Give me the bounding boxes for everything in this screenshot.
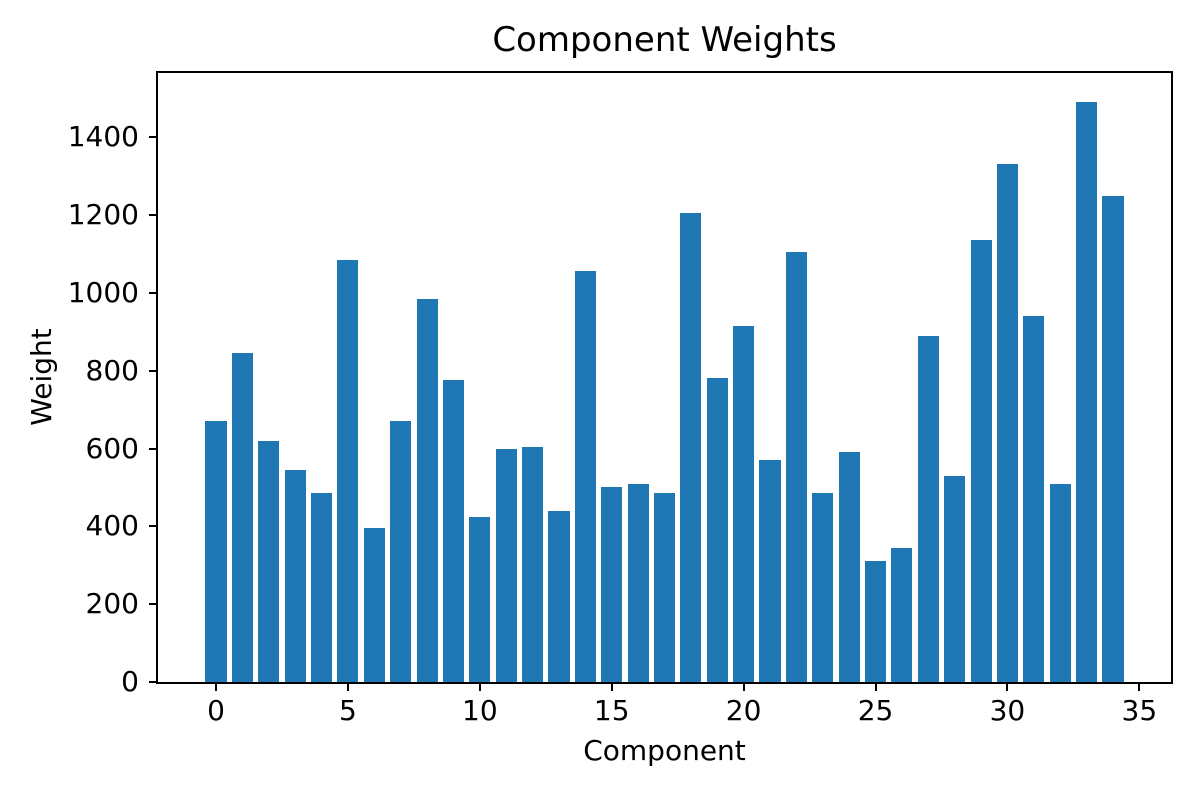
bar <box>205 421 227 682</box>
bar <box>944 475 966 682</box>
y-tick-mark <box>149 291 158 294</box>
bar <box>706 378 728 682</box>
x-tick-label: 35 <box>1121 694 1158 727</box>
x-tick-mark <box>610 682 613 691</box>
y-axis-label: Weight <box>25 328 58 426</box>
x-tick-mark <box>346 682 349 691</box>
x-tick-label: 0 <box>207 694 225 727</box>
bar <box>653 493 676 682</box>
bar <box>1076 102 1098 682</box>
bar <box>864 561 887 682</box>
x-tick-mark <box>874 682 877 691</box>
bar <box>284 469 306 682</box>
x-tick-label: 15 <box>593 694 630 727</box>
bar <box>574 271 596 682</box>
x-tick-mark <box>1006 682 1009 691</box>
y-tick-label: 600 <box>85 431 139 465</box>
bar <box>416 298 438 682</box>
bar <box>258 440 280 682</box>
y-tick-mark <box>149 369 158 372</box>
y-tick-label: 1200 <box>67 198 139 232</box>
x-tick-mark <box>478 682 481 691</box>
bar <box>1023 316 1045 682</box>
bar <box>231 353 253 682</box>
x-tick-mark <box>215 682 218 691</box>
bar <box>812 493 834 682</box>
bars-layer <box>158 73 1171 682</box>
bar <box>311 493 333 682</box>
bar <box>363 528 385 682</box>
bar <box>996 164 1018 682</box>
bar <box>785 252 807 682</box>
bar <box>442 380 464 682</box>
bar <box>838 452 860 682</box>
bar <box>680 213 702 682</box>
chart-title: Component Weights <box>492 20 837 60</box>
y-tick-mark <box>149 447 158 450</box>
x-tick-label: 25 <box>857 694 894 727</box>
bar <box>1049 483 1071 682</box>
bar <box>548 510 570 682</box>
bar <box>891 547 913 682</box>
x-tick-mark <box>1138 682 1141 691</box>
y-tick-label: 1000 <box>67 275 139 309</box>
bar <box>495 448 517 682</box>
y-tick-mark <box>149 214 158 217</box>
bar <box>917 335 939 682</box>
y-tick-mark <box>149 525 158 528</box>
x-tick-label: 5 <box>339 694 357 727</box>
x-tick-label: 30 <box>989 694 1026 727</box>
bar <box>390 421 412 682</box>
bar <box>522 446 544 682</box>
y-tick-mark <box>149 681 158 683</box>
x-tick-mark <box>742 682 745 691</box>
bar <box>759 460 781 682</box>
y-tick-label: 0 <box>121 665 139 698</box>
y-tick-label: 800 <box>85 353 139 387</box>
x-tick-label: 10 <box>462 694 498 727</box>
bar <box>970 240 992 682</box>
bar <box>733 325 755 682</box>
bar <box>601 487 623 682</box>
y-tick-label: 400 <box>85 509 139 543</box>
x-axis-label: Component <box>583 734 746 767</box>
bar <box>469 516 491 682</box>
x-tick-label: 20 <box>725 694 762 727</box>
y-tick-mark <box>149 136 158 139</box>
y-tick-label: 1400 <box>67 120 139 154</box>
bar <box>337 259 359 682</box>
y-tick-label: 200 <box>85 587 139 621</box>
bar <box>627 483 649 682</box>
bar <box>1102 195 1124 682</box>
y-tick-mark <box>149 603 158 606</box>
